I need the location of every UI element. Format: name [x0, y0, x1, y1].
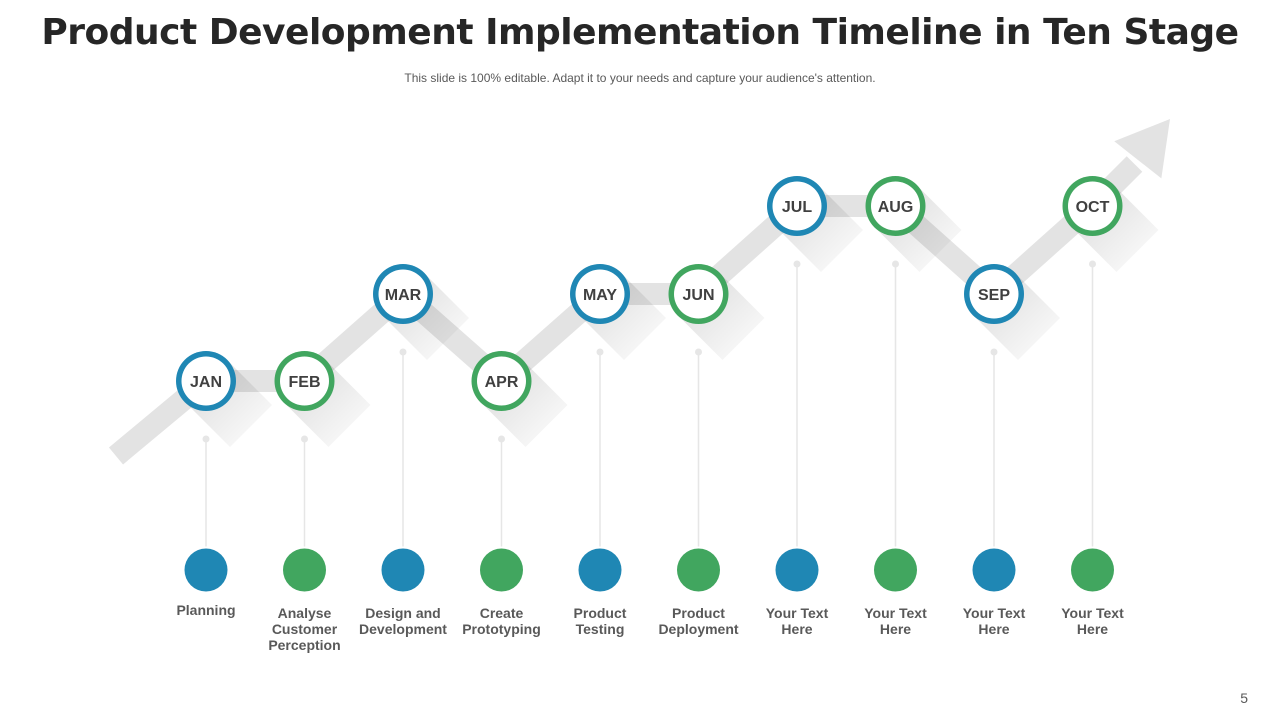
- stage-label: Your Text Here: [1061, 605, 1124, 637]
- month-node-jun: JUN: [668, 264, 729, 324]
- stage-label: Your Text Here: [962, 605, 1026, 637]
- month-label: SEP: [978, 287, 1010, 304]
- stage-label: Create Prototyping: [462, 605, 541, 637]
- month-node-aug: AUG: [865, 176, 926, 236]
- month-node-center: [1068, 181, 1117, 231]
- stage-label: Your Text Here: [864, 605, 927, 637]
- stage-dot: [283, 548, 326, 592]
- connector-dot: [793, 260, 801, 268]
- month-node-may: MAY: [570, 264, 630, 324]
- connector-dot: [498, 435, 505, 443]
- connector-dot: [695, 348, 702, 356]
- month-node-apr: APR: [471, 351, 532, 411]
- page-title: Product Development Implementation Timel…: [41, 12, 1239, 53]
- connector-dot: [1089, 260, 1096, 268]
- connector-dot: [990, 348, 998, 356]
- month-label: MAY: [583, 287, 617, 304]
- month-label: APR: [485, 374, 519, 391]
- month-node-center: [969, 269, 1019, 319]
- connector-dot: [202, 435, 210, 443]
- page-subtitle: This slide is 100% editable. Adapt it to…: [404, 71, 876, 85]
- connector-dot: [399, 348, 407, 356]
- month-node-center: [871, 181, 920, 231]
- month-node-center: [181, 356, 231, 406]
- stage-dot: [480, 548, 523, 592]
- stage-dot: [677, 548, 720, 592]
- month-label: MAR: [385, 287, 422, 304]
- connector-dot: [301, 435, 308, 443]
- month-label: FEB: [289, 374, 321, 391]
- month-node-oct: OCT: [1062, 176, 1123, 236]
- month-label: OCT: [1076, 199, 1110, 216]
- month-label: JAN: [190, 374, 222, 391]
- month-node-center: [575, 269, 625, 319]
- stage-label: Analyse Customer Perception: [268, 605, 341, 653]
- stage-label: Planning: [176, 602, 236, 618]
- month-label: JUN: [682, 287, 714, 304]
- connector-dot: [892, 260, 899, 268]
- month-node-center: [772, 181, 822, 231]
- connector-dot: [596, 348, 604, 356]
- stage-label: Your Text Here: [765, 605, 829, 637]
- stage-dot: [1071, 548, 1114, 592]
- stage-dot: [578, 548, 622, 592]
- month-node-mar: MAR: [373, 264, 433, 324]
- stage-label: Product Testing: [573, 605, 627, 637]
- month-node-jan: JAN: [176, 351, 236, 411]
- page-number: 5: [1240, 690, 1248, 706]
- stage-dot: [972, 548, 1016, 592]
- month-node-center: [280, 356, 329, 406]
- month-label: AUG: [878, 199, 914, 216]
- month-node-sep: SEP: [964, 264, 1024, 324]
- stage-dot: [381, 548, 425, 592]
- stage-dot: [775, 548, 819, 592]
- month-node-jul: JUL: [767, 176, 827, 236]
- timeline-arrow-head: [1114, 119, 1170, 179]
- month-node-center: [477, 356, 526, 406]
- month-node-feb: FEB: [274, 351, 335, 411]
- month-label: JUL: [782, 199, 812, 216]
- stage-dot: [184, 548, 228, 592]
- month-node-center: [674, 269, 723, 319]
- stage-dot: [874, 548, 917, 592]
- stage-label: Product Deployment: [658, 605, 739, 637]
- month-node-center: [378, 269, 428, 319]
- stage-label: Design and Development: [359, 605, 447, 637]
